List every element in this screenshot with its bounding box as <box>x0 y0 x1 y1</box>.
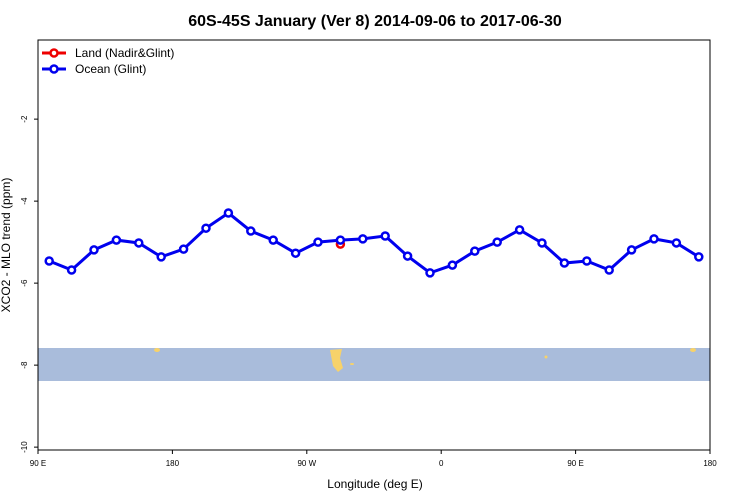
data-point <box>649 234 659 244</box>
data-point <box>268 235 278 245</box>
data-point <box>89 245 99 255</box>
data-point <box>246 226 256 236</box>
data-point <box>335 235 346 245</box>
data-point <box>290 248 301 258</box>
x-tick-label: 0 <box>439 459 444 468</box>
data-point <box>358 234 368 244</box>
data-point <box>582 256 592 266</box>
y-tick-label: -2 <box>20 115 29 123</box>
map-strip <box>38 348 710 381</box>
y-axis-label: XCO2 - MLO trend (ppm) <box>0 178 13 313</box>
x-tick-label: 180 <box>166 459 180 468</box>
data-point <box>66 265 77 275</box>
data-point <box>694 252 704 262</box>
data-point <box>626 245 637 255</box>
data-point <box>537 238 547 248</box>
data-point <box>156 252 166 262</box>
x-tick-label: 90 W <box>297 459 316 468</box>
data-point <box>111 235 122 245</box>
data-point <box>604 265 614 275</box>
legend-label: Land (Nadir&Glint) <box>75 46 174 60</box>
data-point <box>313 237 323 247</box>
y-tick-label: -6 <box>20 279 29 287</box>
series-line <box>48 211 700 275</box>
data-point <box>671 238 682 248</box>
x-tick-label: 90 E <box>30 459 46 468</box>
legend-label: Ocean (Glint) <box>75 62 146 76</box>
legend-marker <box>49 64 59 74</box>
data-point <box>559 258 570 268</box>
y-tick-label: -8 <box>20 361 29 369</box>
data-point <box>447 260 458 270</box>
data-point <box>402 251 413 261</box>
land-shapes <box>154 348 696 372</box>
plot-frame <box>37 39 711 451</box>
data-point <box>470 246 480 256</box>
data-point <box>380 231 390 241</box>
legend-marker <box>49 48 59 58</box>
data-point <box>514 225 525 235</box>
data-point <box>134 238 144 248</box>
chart-title: 60S-45S January (Ver 8) 2014-09-06 to 20… <box>188 13 562 30</box>
x-axis-label: Longitude (deg E) <box>327 477 422 491</box>
data-point <box>425 268 435 278</box>
data-point <box>178 244 189 254</box>
data-point <box>44 256 54 266</box>
x-tick-label: 180 <box>703 459 717 468</box>
y-tick-label: -10 <box>20 441 29 453</box>
data-point <box>492 237 502 247</box>
x-tick-label: 90 E <box>567 459 583 468</box>
data-point <box>223 208 234 218</box>
data-point <box>201 223 211 233</box>
y-tick-label: -4 <box>20 197 29 205</box>
